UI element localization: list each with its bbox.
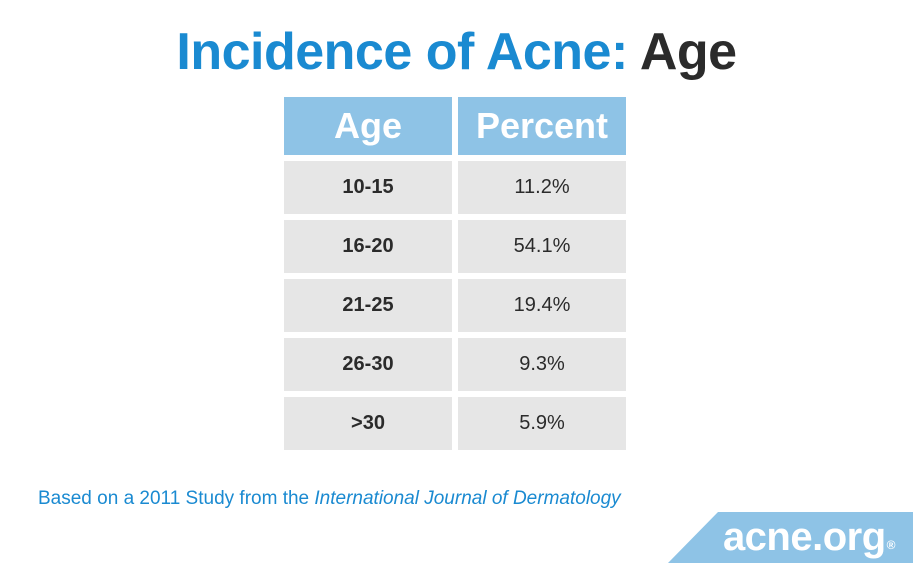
table-header-row: Age Percent	[284, 97, 626, 155]
acne-org-logo[interactable]: acne.org®	[722, 512, 896, 562]
percent-cell: 11.2%	[458, 161, 626, 214]
source-prefix: Based on a 2011 Study from the	[38, 488, 315, 509]
percent-cell: 54.1%	[458, 220, 626, 273]
age-cell: 21-25	[284, 279, 452, 332]
source-note: Based on a 2011 Study from the Internati…	[38, 486, 621, 512]
page-title: Incidence of Acne: Age	[0, 22, 913, 82]
age-cell: 26-30	[284, 338, 452, 391]
column-header-percent: Percent	[458, 97, 626, 155]
title-dark: Age	[639, 23, 737, 81]
percent-cell: 19.4%	[458, 279, 626, 332]
column-header-age: Age	[284, 97, 452, 155]
percent-cell: 9.3%	[458, 338, 626, 391]
source-journal: International Journal of Dermatology	[314, 488, 621, 509]
logo-wordmark: acne.org	[722, 515, 886, 559]
age-cell: 16-20	[284, 220, 452, 273]
percent-cell: 5.9%	[458, 397, 626, 450]
age-cell: 10-15	[284, 161, 452, 214]
table-row: 16-20 54.1%	[284, 220, 626, 273]
registered-mark-icon: ®	[886, 538, 896, 552]
title-accent: Incidence of Acne:	[176, 23, 628, 81]
table-row: 26-30 9.3%	[284, 338, 626, 391]
table-row: 10-15 11.2%	[284, 161, 626, 214]
table-row: 21-25 19.4%	[284, 279, 626, 332]
age-cell: >30	[284, 397, 452, 450]
incidence-table: Age Percent 10-15 11.2% 16-20 54.1% 21-2…	[278, 91, 632, 456]
table-row: >30 5.9%	[284, 397, 626, 450]
